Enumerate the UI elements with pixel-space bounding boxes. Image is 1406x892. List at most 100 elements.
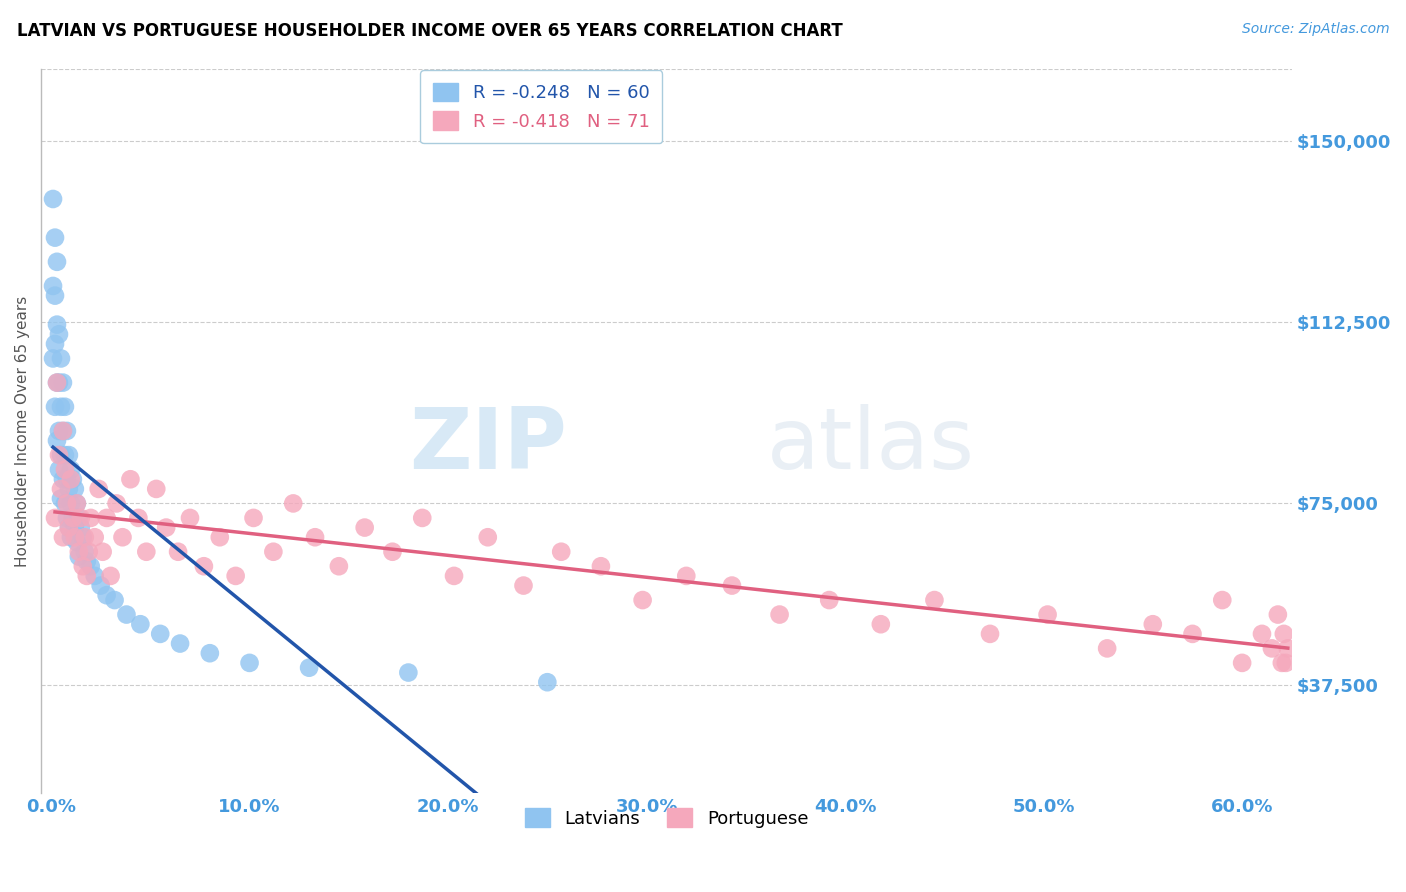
Point — [869, 617, 891, 632]
Point — [53, 400, 76, 414]
Point — [155, 520, 177, 534]
Point — [52, 530, 75, 544]
Point — [328, 559, 350, 574]
Point — [42, 192, 65, 206]
Point — [179, 511, 201, 525]
Point — [1275, 656, 1298, 670]
Point — [48, 376, 70, 390]
Point — [111, 530, 134, 544]
Point — [1261, 641, 1284, 656]
Point — [48, 462, 70, 476]
Point — [1211, 593, 1233, 607]
Point — [100, 569, 122, 583]
Point — [59, 472, 82, 486]
Point — [42, 351, 65, 366]
Point — [42, 279, 65, 293]
Point — [1181, 627, 1204, 641]
Point — [58, 520, 80, 534]
Point — [76, 569, 98, 583]
Point — [44, 288, 66, 302]
Point — [44, 337, 66, 351]
Legend: Latvians, Portuguese: Latvians, Portuguese — [517, 801, 815, 835]
Point — [73, 530, 96, 544]
Point — [46, 434, 69, 448]
Point — [115, 607, 138, 622]
Point — [58, 520, 80, 534]
Point — [48, 448, 70, 462]
Point — [72, 530, 94, 544]
Point — [631, 593, 654, 607]
Point — [44, 511, 66, 525]
Point — [67, 511, 90, 525]
Point — [62, 511, 84, 525]
Point — [73, 545, 96, 559]
Text: Source: ZipAtlas.com: Source: ZipAtlas.com — [1241, 22, 1389, 37]
Point — [1251, 627, 1274, 641]
Point — [135, 545, 157, 559]
Point — [149, 627, 172, 641]
Text: LATVIAN VS PORTUGUESE HOUSEHOLDER INCOME OVER 65 YEARS CORRELATION CHART: LATVIAN VS PORTUGUESE HOUSEHOLDER INCOME… — [17, 22, 842, 40]
Point — [225, 569, 247, 583]
Point — [443, 569, 465, 583]
Point — [83, 569, 105, 583]
Y-axis label: Householder Income Over 65 years: Householder Income Over 65 years — [15, 295, 30, 566]
Point — [589, 559, 612, 574]
Point — [62, 511, 84, 525]
Point — [1036, 607, 1059, 622]
Point — [145, 482, 167, 496]
Point — [193, 559, 215, 574]
Point — [1095, 641, 1118, 656]
Point — [105, 496, 128, 510]
Point — [103, 593, 125, 607]
Point — [1267, 607, 1289, 622]
Point — [63, 482, 86, 496]
Point — [1142, 617, 1164, 632]
Point — [49, 400, 72, 414]
Point — [91, 545, 114, 559]
Point — [96, 511, 118, 525]
Point — [44, 400, 66, 414]
Point — [66, 535, 89, 549]
Point — [52, 472, 75, 486]
Point — [80, 559, 103, 574]
Point — [59, 462, 82, 476]
Point — [353, 520, 375, 534]
Point — [56, 472, 79, 486]
Point — [63, 530, 86, 544]
Point — [381, 545, 404, 559]
Text: atlas: atlas — [766, 404, 974, 487]
Point — [52, 376, 75, 390]
Point — [53, 496, 76, 510]
Point — [76, 554, 98, 568]
Point — [69, 511, 91, 525]
Point — [96, 588, 118, 602]
Point — [1271, 656, 1294, 670]
Point — [1230, 656, 1253, 670]
Point — [768, 607, 790, 622]
Point — [167, 545, 190, 559]
Point — [536, 675, 558, 690]
Point — [169, 636, 191, 650]
Point — [238, 656, 260, 670]
Point — [69, 520, 91, 534]
Point — [53, 462, 76, 476]
Point — [72, 559, 94, 574]
Point — [550, 545, 572, 559]
Point — [129, 617, 152, 632]
Point — [818, 593, 841, 607]
Point — [49, 482, 72, 496]
Point — [127, 511, 149, 525]
Point — [242, 511, 264, 525]
Point — [477, 530, 499, 544]
Point — [262, 545, 284, 559]
Point — [56, 424, 79, 438]
Point — [80, 511, 103, 525]
Point — [48, 424, 70, 438]
Point — [1277, 641, 1299, 656]
Point — [49, 448, 72, 462]
Point — [56, 496, 79, 510]
Point — [87, 482, 110, 496]
Point — [67, 549, 90, 564]
Point — [58, 448, 80, 462]
Point — [396, 665, 419, 680]
